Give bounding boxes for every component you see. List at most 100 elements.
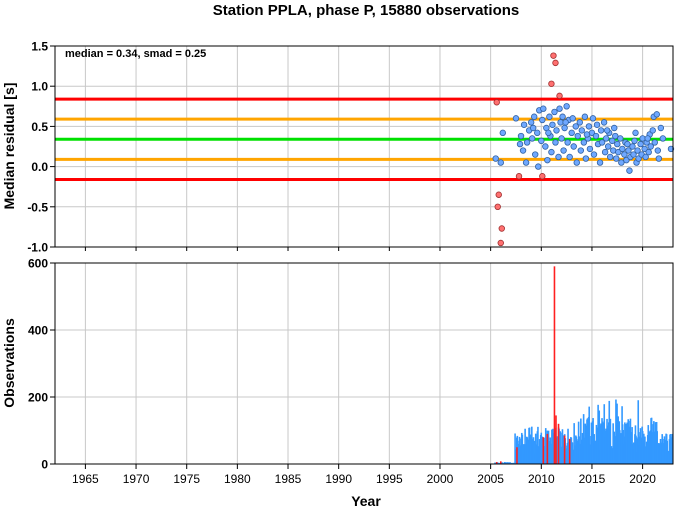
residual-point [597,160,603,166]
x-tick-label: 1985 [275,472,302,486]
outlier-point [496,192,502,198]
top-y-tick-label: -1.0 [27,241,48,255]
observation-red-spike [547,434,549,464]
x-tick-label: 2000 [427,472,454,486]
residual-point [518,133,524,139]
top-y-axis-label: Median residual [s] [1,83,17,210]
residual-point [604,128,610,134]
x-tick-label: 1980 [224,472,251,486]
top-y-ticks: 1.51.00.50.0-0.5-1.0 [27,40,55,255]
residual-point [513,116,519,122]
residual-point [547,114,553,120]
outlier-point [540,173,546,179]
x-tick-label: 1995 [376,472,403,486]
residual-point [530,125,536,131]
residual-point [577,120,583,126]
residual-point [493,156,499,162]
x-tick-label: 2005 [477,472,504,486]
observation-bars [494,400,674,464]
residual-point [532,152,538,158]
residual-point [521,122,527,128]
bottom-y-axis-label: Observations [1,318,17,408]
observation-red-spike [558,424,560,464]
residual-points [493,53,674,246]
residual-point [534,130,540,136]
top-panel-frame [55,46,673,247]
residual-point [560,114,566,120]
residual-point [612,133,618,139]
observation-red-spikes [496,266,571,464]
x-tick-label: 2015 [579,472,606,486]
residual-point [559,136,565,142]
residual-point [646,149,652,155]
observation-red-spike [555,415,557,464]
residual-point [545,157,551,163]
residual-point [524,140,530,146]
x-tick-label: 1975 [173,472,200,486]
top-y-tick-label: 1.5 [31,40,48,54]
residual-point [611,125,617,131]
residual-point [620,146,626,152]
residual-point [523,160,529,166]
residual-point [598,128,604,134]
residual-point [517,141,523,147]
chart-title: Station PPLA, phase P, 15880 observation… [213,2,520,19]
reference-lines [55,99,673,179]
residual-point [627,168,633,174]
residual-point [543,144,549,150]
observation-red-spike [554,266,556,464]
observation-red-spike [564,436,566,464]
residual-point [535,164,541,170]
residual-point [654,112,660,118]
residual-point [638,141,644,147]
residual-point [563,120,569,126]
residual-point [601,120,607,126]
outlier-point [553,60,559,66]
top-y-tick-label: -0.5 [27,200,48,214]
residual-point [582,114,588,120]
residual-point [531,114,537,120]
residual-point [614,141,620,147]
residual-point [557,106,563,112]
residual-point [591,152,597,158]
residual-point [569,130,575,136]
residual-point [590,116,596,122]
bottom-y-tick-label: 0 [41,458,48,472]
residual-point [632,138,638,144]
top-y-tick-label: 0.5 [31,120,48,134]
residual-point [529,136,535,142]
residual-point [578,148,584,154]
residual-point [633,130,639,136]
x-tick-label: 1965 [72,472,99,486]
residual-point [570,116,576,122]
residual-point [656,156,662,162]
residual-point [500,130,506,136]
stats-annotation: median = 0.34, smad = 0.25 [65,48,206,60]
residual-point [583,156,589,162]
residual-point [553,140,559,146]
top-y-tick-label: 1.0 [31,80,48,94]
residual-point [658,125,664,131]
residual-point [564,104,570,110]
residual-point [550,122,556,128]
bottom-y-tick-label: 600 [28,257,48,271]
outlier-point [549,81,555,87]
residual-point [602,149,608,155]
bottom-y-tick-label: 200 [28,391,48,405]
residual-point [520,148,526,154]
observation-red-spike [569,439,571,464]
residual-point [625,141,631,147]
residual-point [554,128,560,134]
residual-point [584,132,590,138]
outlier-point [516,173,522,179]
x-axis-label: Year [351,493,381,509]
outlier-point [498,240,504,246]
residual-point [594,122,600,128]
residual-point [593,133,599,139]
residual-point [603,136,609,142]
residual-point [541,106,547,112]
outlier-point [494,99,500,105]
